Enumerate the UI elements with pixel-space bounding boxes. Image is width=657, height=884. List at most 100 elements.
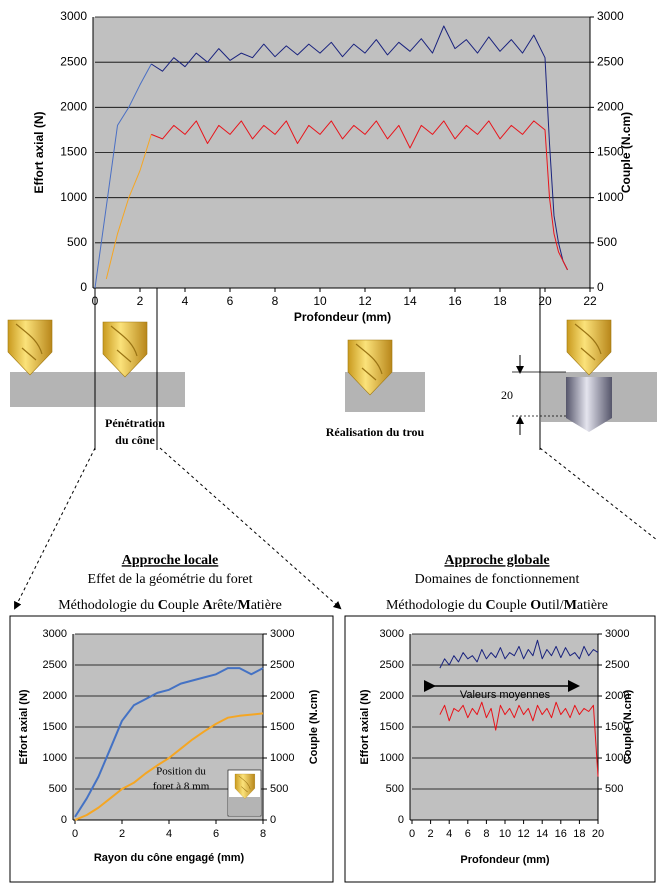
series-line: [439, 639, 599, 669]
y2-tick-label: 2000: [597, 100, 624, 114]
section-title: Approche globale: [444, 553, 549, 568]
x-tick-label: 10: [313, 294, 327, 308]
y-tick-label: 3000: [60, 9, 87, 23]
annotation: Réalisation du trou: [326, 425, 425, 439]
y-tick-label: 0: [80, 280, 87, 294]
method-part: ouple: [168, 598, 203, 613]
y2-tick-label: 500: [597, 235, 617, 249]
annotation: Pénétration: [105, 416, 165, 430]
series-line: [74, 712, 264, 821]
series-line: [151, 25, 568, 271]
y-tick-label: 0: [398, 814, 404, 826]
y2-tick-label: 1500: [597, 145, 624, 159]
y-tick-label: 2500: [380, 659, 404, 671]
section-subtitle: Domaines de fonctionnement: [415, 572, 580, 587]
y2-tick-label: 2000: [270, 690, 294, 702]
method-part: C: [486, 598, 496, 613]
x-tick-label: 20: [538, 294, 552, 308]
illustration: [7, 62, 657, 883]
y-tick-label: 2500: [43, 659, 67, 671]
x-tick-label: 22: [583, 294, 597, 308]
y2-axis-title: Couple (N.cm): [622, 689, 634, 764]
method-part: Méthodologie du: [58, 598, 158, 613]
x-tick-label: 14: [536, 828, 548, 840]
y2-tick-label: 0: [597, 280, 604, 294]
y2-tick-label: 2500: [597, 54, 624, 68]
series-line: [439, 701, 599, 777]
y-tick-label: 0: [61, 814, 67, 826]
section-subtitle: Effet de la géométrie du foret: [88, 572, 253, 587]
y2-tick-label: 500: [605, 783, 623, 795]
x-tick-label: 12: [517, 828, 529, 840]
x-tick-label: 0: [409, 828, 415, 840]
method-part: ouple: [496, 598, 531, 613]
section-title: Approche locale: [122, 553, 219, 568]
y-tick-label: 2000: [43, 690, 67, 702]
method-part: A: [202, 598, 213, 613]
method-part: util/: [541, 598, 564, 613]
y-tick-label: 500: [67, 235, 87, 249]
annotation: foret à 8 mm: [153, 781, 210, 793]
section-method: Méthodologie du Couple Arête/Matière: [58, 598, 282, 613]
x-tick-label: 0: [92, 294, 99, 308]
y-tick-label: 2000: [60, 100, 87, 114]
y-tick-label: 1000: [60, 190, 87, 204]
x-tick-label: 6: [213, 828, 219, 840]
x-tick-label: 2: [137, 294, 144, 308]
y2-tick-label: 2000: [605, 690, 629, 702]
y2-tick-label: 3000: [270, 628, 294, 640]
x-axis-title: Profondeur (mm): [294, 310, 391, 324]
series-line: [105, 134, 152, 280]
y-axis-title: Effort axial (N): [18, 689, 30, 765]
method-part: M: [237, 598, 250, 613]
y-tick-label: 500: [49, 783, 67, 795]
y-tick-label: 1000: [380, 752, 404, 764]
y-tick-label: 500: [386, 783, 404, 795]
y-tick-label: 3000: [380, 628, 404, 640]
x-tick-label: 2: [119, 828, 125, 840]
y-tick-label: 2000: [380, 690, 404, 702]
x-tick-label: 16: [555, 828, 567, 840]
series-line: [151, 120, 568, 271]
y2-tick-label: 3000: [597, 9, 624, 23]
y2-tick-label: 1500: [605, 721, 629, 733]
x-tick-label: 4: [446, 828, 452, 840]
x-tick-label: 20: [592, 828, 604, 840]
x-tick-label: 4: [182, 294, 189, 308]
y2-tick-label: 2500: [270, 659, 294, 671]
x-tick-label: 6: [227, 294, 234, 308]
overlay: [227, 680, 580, 817]
y-tick-label: 1500: [60, 145, 87, 159]
x-axis-title: Rayon du cône engagé (mm): [94, 852, 245, 864]
method-part: atière: [577, 598, 608, 613]
y-axis-title: Effort axial (N): [359, 689, 371, 765]
charts: 0500100015002000250030000500100015002000…: [18, 9, 634, 866]
series-line: [74, 667, 264, 818]
x-tick-label: 6: [465, 828, 471, 840]
x-tick-label: 16: [448, 294, 462, 308]
annotation: Valeurs moyennes: [460, 689, 551, 701]
y-axis-title: Effort axial (N): [32, 111, 46, 193]
method-part: M: [564, 598, 577, 613]
y2-tick-label: 1000: [270, 752, 294, 764]
x-tick-label: 0: [72, 828, 78, 840]
x-tick-label: 18: [573, 828, 585, 840]
y-tick-label: 1500: [43, 721, 67, 733]
x-tick-label: 2: [428, 828, 434, 840]
x-tick-label: 8: [483, 828, 489, 840]
y-tick-label: 3000: [43, 628, 67, 640]
y2-tick-label: 0: [270, 814, 276, 826]
y-tick-label: 1000: [43, 752, 67, 764]
y2-axis-title: Couple (N.cm): [308, 689, 320, 764]
x-tick-label: 10: [499, 828, 511, 840]
x-tick-label: 8: [260, 828, 266, 840]
y2-axis-title: Couple (N.cm): [619, 112, 633, 193]
method-part: C: [158, 598, 168, 613]
annotation: 20: [501, 388, 513, 402]
x-tick-label: 12: [358, 294, 372, 308]
y2-tick-label: 3000: [605, 628, 629, 640]
y2-tick-label: 500: [270, 783, 288, 795]
y2-tick-label: 2500: [605, 659, 629, 671]
y-tick-label: 2500: [60, 54, 87, 68]
y2-tick-label: 1000: [605, 752, 629, 764]
